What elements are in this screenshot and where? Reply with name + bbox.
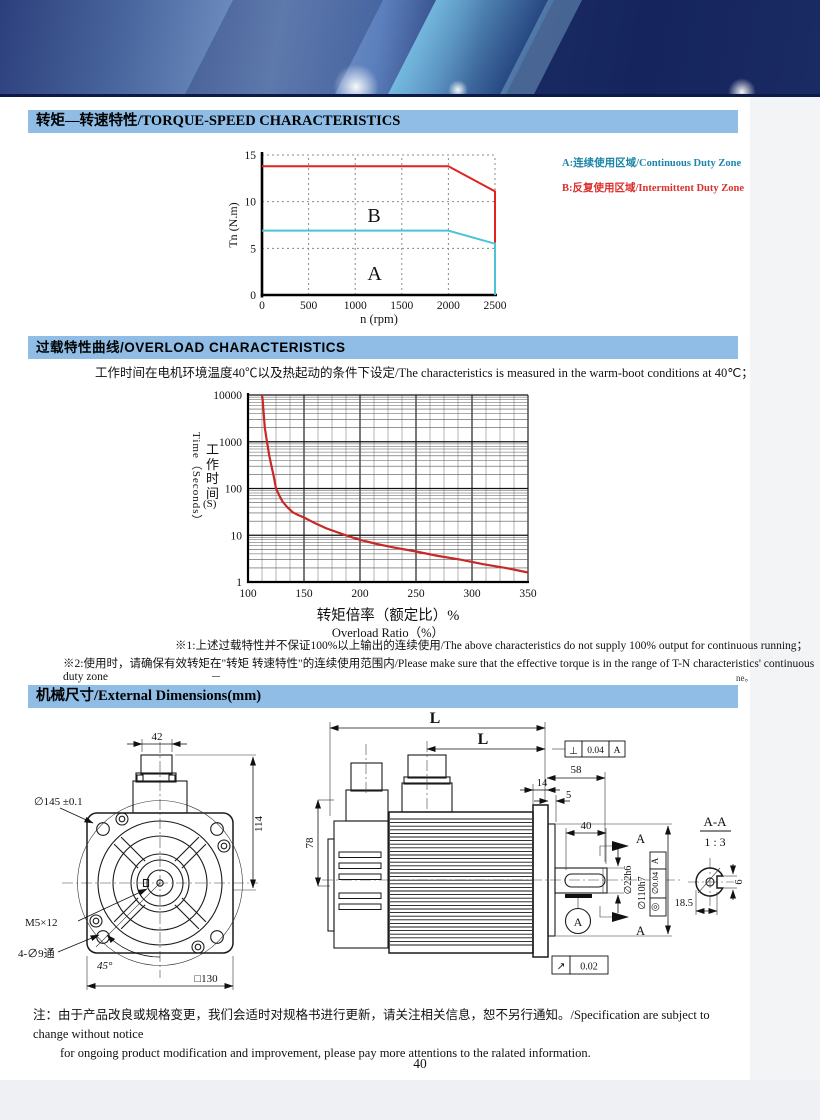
dim-78: 78	[304, 837, 316, 849]
tol-runout-symbol: ↗	[557, 962, 566, 973]
svg-text:Tn (N.m): Tn (N.m)	[226, 202, 240, 247]
front-view: 42 ∅145 ±0.1 114 M5×12 4-∅9通 45° □130	[18, 731, 265, 990]
tol-perp-datum: A	[614, 746, 621, 756]
section-arrow-label-top: A	[636, 832, 645, 846]
svg-text:150: 150	[295, 588, 313, 600]
dim-5: 5	[566, 790, 571, 801]
svg-text:B: B	[367, 205, 380, 227]
svg-text:500: 500	[300, 300, 318, 312]
section-arrow-label-bottom: A	[636, 924, 645, 938]
tol-perp-value: 0.04	[587, 746, 604, 756]
overload-chart: 1 10 100 1000 10000 100 150 200 250 300 350 转矩倍率（额定…	[180, 383, 600, 645]
svg-text:10: 10	[231, 530, 243, 542]
svg-text:350: 350	[519, 588, 537, 600]
section-title: A-A	[703, 814, 727, 829]
overload-ylabel-unit: (S)	[203, 498, 217, 510]
svg-text:2500: 2500	[484, 300, 507, 312]
bottom-notice: 注：由于产品改良或规格变更，我们会适时对规格书进行更新，请关注相关信息，恕不另行…	[33, 1006, 733, 1063]
mechanical-drawing: 42 ∅145 ±0.1 114 M5×12 4-∅9通 45° □130	[18, 710, 745, 990]
section-view: A-A 1 : 3 18.5 6	[675, 814, 745, 915]
section-scale: 1 : 3	[704, 835, 725, 849]
section-title-overload: 过载特性曲线/OVERLOAD CHARACTERISTICS	[28, 336, 738, 359]
footnote-2: ※2:使用时，请确保有效转矩在"转矩 转速特性"的连续使用范围内/Please …	[63, 658, 815, 683]
svg-text:1500: 1500	[390, 300, 413, 312]
header-banner	[0, 0, 820, 97]
svg-text:A: A	[367, 263, 382, 285]
page-edge-bottom	[0, 1080, 820, 1120]
overload-ylabel-cn: 工作时间	[206, 442, 220, 501]
tol-conc-symbol: ◎	[650, 902, 661, 911]
svg-text:1: 1	[236, 577, 242, 589]
dim-L1: L	[430, 710, 441, 727]
tol-runout-value: 0.02	[580, 962, 598, 973]
dim-114: 114	[253, 815, 265, 832]
svg-text:n (rpm): n (rpm)	[360, 312, 398, 326]
dim-tap: M5×12	[25, 917, 57, 929]
section-title-torque-speed: 转矩—转速特性/TORQUE-SPEED CHARACTERISTICS	[28, 110, 738, 133]
footnote-1: ※1:上述过载特性并不保证100%以上输出的连续使用/The above cha…	[175, 640, 809, 652]
dim-through-holes: 4-∅9通	[18, 947, 55, 960]
dim-18-5: 18.5	[675, 898, 693, 909]
dim-bolt-circle: ∅145 ±0.1	[34, 796, 83, 808]
torque-speed-chart: 0 500 1000 1500 2000 2500 0 5 10 15 n (rpm) Tn (N.m…	[190, 146, 620, 326]
dim-angle: 45°	[97, 960, 113, 972]
svg-text:200: 200	[351, 588, 369, 600]
dim-L2: L	[478, 731, 489, 748]
dim-42: 42	[152, 731, 163, 743]
stray-text: ne。	[736, 673, 754, 683]
svg-text:250: 250	[407, 588, 425, 600]
bottom-notice-line1: 注：由于产品改良或规格变更，我们会适时对规格书进行更新，请关注相关信息，恕不另行…	[33, 1008, 710, 1041]
dim-6: 6	[734, 879, 745, 884]
overload-ylabel-en: Time（Seconds）	[190, 432, 202, 527]
svg-text:100: 100	[239, 588, 257, 600]
motor-fins	[338, 818, 532, 946]
svg-text:5: 5	[250, 243, 256, 255]
dim-square: □130	[194, 973, 218, 985]
svg-text:100: 100	[225, 484, 243, 496]
legend-intermittent-zone: B:反复使用区域/Intermittent Duty Zone	[562, 183, 744, 194]
banner-edge	[0, 94, 820, 97]
side-view: L L 58 14 5 40 78	[304, 710, 680, 975]
tol-perp-symbol: ⊥	[569, 746, 578, 757]
svg-text:10: 10	[245, 197, 257, 209]
section-title-dimensions: 机械尺寸/External Dimensions(mm)	[28, 685, 738, 708]
legend-continuous-zone: A:连续使用区域/Continuous Duty Zone	[562, 158, 742, 169]
svg-text:Overload Ratio（%）: Overload Ratio（%）	[332, 626, 444, 640]
torque-speed-plot: 0 500 1000 1500 2000 2500 0 5 10 15 n (rpm) Tn (N.m…	[226, 150, 507, 326]
duty-zone-legend: A:连续使用区域/Continuous Duty Zone B:反复使用区域/I…	[562, 151, 802, 201]
bottom-notice-line2: for ongoing product modification and imp…	[60, 1046, 591, 1060]
tol-conc-datum: A	[650, 857, 660, 864]
page-edge-right	[750, 97, 820, 1120]
page-number: 40	[413, 1056, 427, 1071]
stray-mark	[212, 676, 220, 677]
banner-glow	[728, 78, 756, 97]
svg-text:转矩倍率（额定比）%: 转矩倍率（额定比）%	[317, 607, 460, 624]
svg-text:10000: 10000	[213, 390, 242, 402]
overload-caption: 工作时间在电机环境温度40℃以及热起动的条件下设定/The characteri…	[95, 366, 754, 380]
tap-holes	[89, 812, 231, 954]
svg-text:300: 300	[463, 588, 481, 600]
dim-40: 40	[581, 820, 593, 832]
banner-glow	[333, 64, 379, 97]
svg-text:1000: 1000	[344, 300, 367, 312]
overload-plot: 1 10 100 1000 10000 100 150 200 250 300 350 转矩倍率（额定…	[213, 390, 537, 640]
banner-glow	[448, 80, 468, 97]
dim-shaft-dia: ∅22h6	[623, 866, 634, 895]
svg-text:0: 0	[259, 300, 265, 312]
svg-text:2000: 2000	[437, 300, 460, 312]
svg-text:1000: 1000	[219, 437, 242, 449]
dim-58: 58	[571, 764, 583, 776]
svg-text:0: 0	[250, 290, 256, 302]
tol-conc-value: ∅0.04	[650, 871, 660, 894]
dim-spigot-dia: ∅110h7	[637, 876, 648, 909]
dim-14: 14	[537, 778, 548, 789]
datum-balloon-label: A	[574, 915, 583, 929]
svg-text:15: 15	[245, 150, 257, 162]
